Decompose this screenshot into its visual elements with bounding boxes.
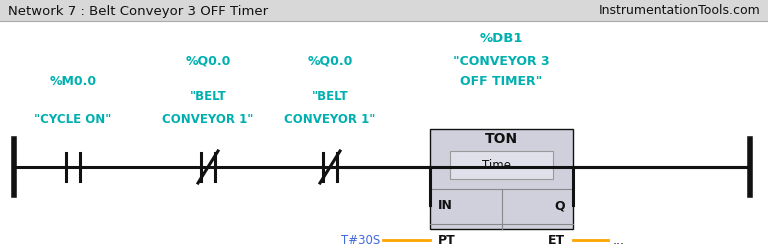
Text: TON: TON	[485, 132, 518, 145]
Text: "CYCLE ON": "CYCLE ON"	[35, 112, 111, 126]
Text: Network 7 : Belt Conveyor 3 OFF Timer: Network 7 : Belt Conveyor 3 OFF Timer	[8, 4, 268, 18]
Text: IN: IN	[438, 199, 453, 212]
Text: CONVEYOR 1": CONVEYOR 1"	[284, 112, 376, 126]
Text: PT: PT	[438, 234, 455, 246]
Text: %Q0.0: %Q0.0	[307, 55, 353, 68]
Text: ...: ...	[613, 234, 625, 246]
Text: CONVEYOR 1": CONVEYOR 1"	[162, 112, 253, 126]
Text: %DB1: %DB1	[480, 32, 523, 45]
Text: Time: Time	[482, 159, 511, 172]
Text: ET: ET	[548, 234, 565, 246]
Text: %M0.0: %M0.0	[49, 75, 97, 88]
FancyBboxPatch shape	[0, 0, 768, 22]
FancyBboxPatch shape	[450, 152, 553, 179]
Text: InstrumentationTools.com: InstrumentationTools.com	[598, 4, 760, 18]
Text: T#30S: T#30S	[341, 234, 380, 246]
Text: "BELT: "BELT	[312, 90, 349, 102]
Text: %Q0.0: %Q0.0	[185, 55, 230, 68]
Text: OFF TIMER": OFF TIMER"	[460, 75, 543, 88]
Text: "CONVEYOR 3: "CONVEYOR 3	[453, 55, 550, 68]
FancyBboxPatch shape	[430, 130, 573, 229]
Text: "BELT: "BELT	[190, 90, 227, 102]
Text: Q: Q	[554, 199, 565, 212]
